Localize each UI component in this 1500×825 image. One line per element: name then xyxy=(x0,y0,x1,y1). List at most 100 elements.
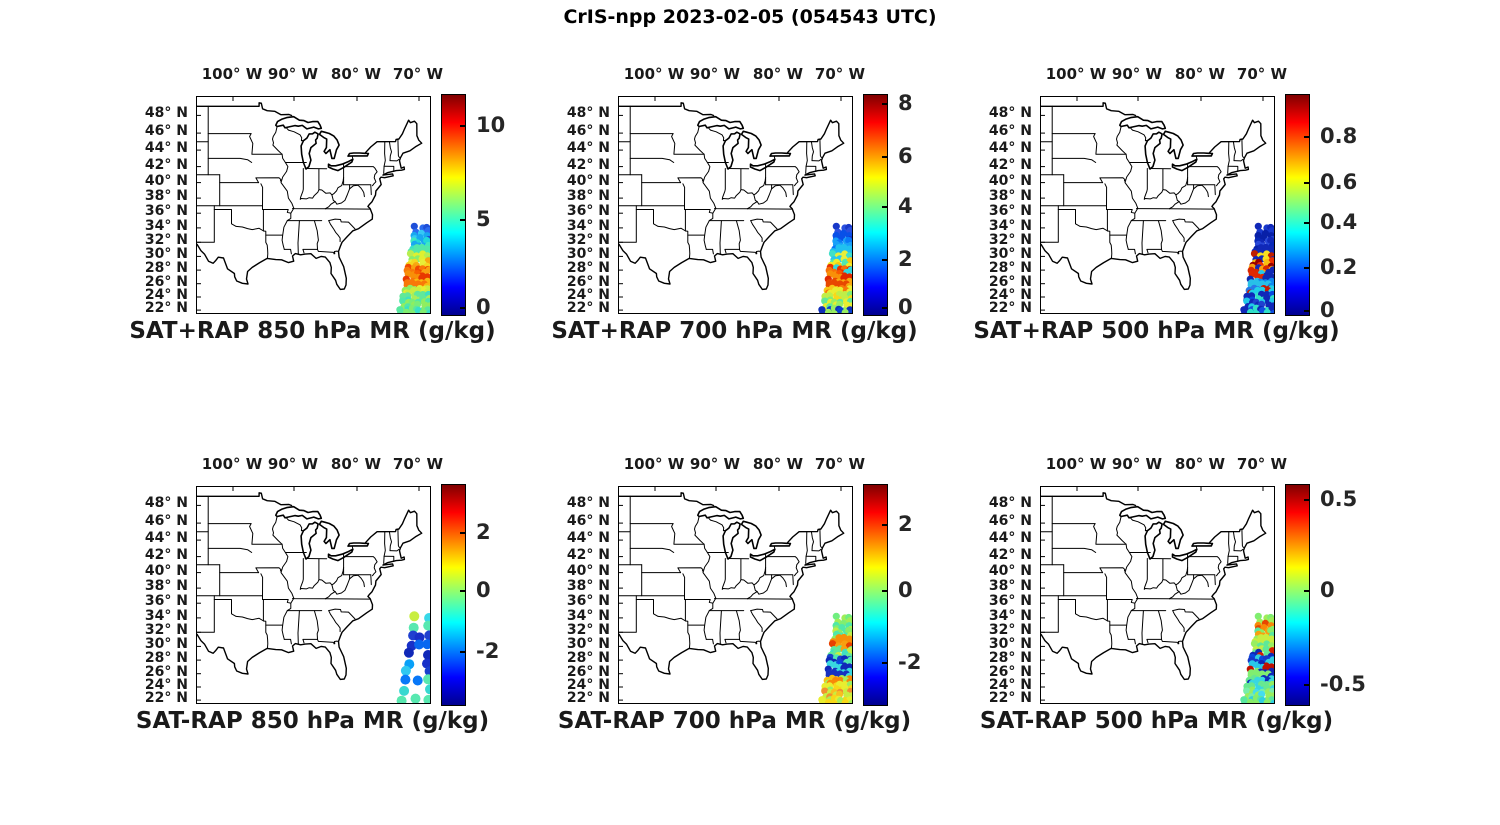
swath-data-point xyxy=(423,694,430,703)
map-area xyxy=(618,96,853,314)
swath-data-point xyxy=(400,665,411,676)
lat-tick-label: 28° N xyxy=(566,260,610,277)
panel-title: SAT-RAP 500 hPa MR (g/kg) xyxy=(979,708,1334,734)
lat-tick-label: 32° N xyxy=(988,622,1032,639)
swath-data-point xyxy=(1243,297,1251,305)
lat-tick-label: 22° N xyxy=(144,690,188,707)
swath-data-point xyxy=(841,308,849,313)
colorbar-tick-label: 0 xyxy=(898,577,913,602)
colorbar-tick-mark xyxy=(1304,499,1309,502)
lat-tick-label: 30° N xyxy=(566,246,610,263)
colorbar-tick-label: 0.2 xyxy=(1320,254,1358,279)
colorbar-gradient xyxy=(864,95,887,315)
colorbar-tick-label: 0.6 xyxy=(1320,170,1358,194)
lat-tick-label: 34° N xyxy=(988,217,1032,234)
map-area xyxy=(1040,96,1275,314)
lat-tick-label: 48° N xyxy=(988,495,1032,512)
colorbar-tick-label: 6 xyxy=(898,143,913,168)
swath-data-point xyxy=(821,297,829,305)
colorbar-tick-label: 2 xyxy=(476,520,491,545)
lat-tick-label: 30° N xyxy=(988,636,1032,653)
swath-data-point xyxy=(426,309,430,313)
colorbar-tick-mark xyxy=(882,102,887,105)
lon-tick-label: 100° W xyxy=(1045,65,1107,83)
swath-data-point xyxy=(403,647,414,658)
lat-tick-label: 34° N xyxy=(566,607,610,624)
lon-tick-label: 100° W xyxy=(201,455,263,473)
colorbar-tick-mark xyxy=(882,523,887,526)
lat-tick-label: 46° N xyxy=(988,513,1032,530)
lon-tick-label: 80° W xyxy=(752,65,804,83)
swath-data-point xyxy=(424,630,430,641)
lat-tick-label: 48° N xyxy=(144,495,188,512)
lat-tick-label: 40° N xyxy=(144,172,188,189)
lon-tick-label: 90° W xyxy=(267,455,319,473)
lat-tick-label: 48° N xyxy=(144,105,188,122)
map-area xyxy=(1040,486,1275,704)
colorbar-tick-label: 0 xyxy=(476,295,491,320)
swath-data-point xyxy=(1243,687,1251,695)
swath-data-point xyxy=(423,650,430,660)
swath-data-point xyxy=(425,684,430,695)
us-state-outlines-map xyxy=(619,97,852,313)
lat-tick-label: 46° N xyxy=(144,513,188,530)
colorbar-tick-mark xyxy=(1304,684,1309,687)
lat-tick-label: 46° N xyxy=(566,513,610,530)
swath-data-point xyxy=(414,632,425,643)
lat-tick-label: 34° N xyxy=(988,607,1032,624)
lon-tick-label: 90° W xyxy=(1111,65,1163,83)
lat-tick-label: 30° N xyxy=(988,246,1032,263)
lat-tick-label: 22° N xyxy=(988,300,1032,317)
lat-tick-label: 48° N xyxy=(988,105,1032,122)
us-state-outlines-map xyxy=(197,97,430,313)
swath-data-point xyxy=(409,611,420,622)
colorbar-tick-label: 0 xyxy=(1320,297,1335,322)
lon-tick-label: 70° W xyxy=(392,65,444,83)
swath-data-point xyxy=(824,308,833,313)
map-area xyxy=(196,486,431,704)
lon-tick-label: 90° W xyxy=(1111,455,1163,473)
swath-data-point xyxy=(821,687,829,695)
lat-tick-label: 46° N xyxy=(988,123,1032,140)
swath-data-point xyxy=(848,309,852,313)
lat-tick-label: 44° N xyxy=(566,140,610,157)
lat-tick-label: 40° N xyxy=(144,562,188,579)
lat-tick-label: 40° N xyxy=(988,172,1032,189)
swath-data-point xyxy=(1269,656,1274,664)
lat-tick-label: 38° N xyxy=(566,188,610,205)
colorbar-tick-mark xyxy=(460,219,465,222)
swath-data-point xyxy=(830,700,838,703)
swath-data-point xyxy=(399,685,410,696)
lon-tick-label: 70° W xyxy=(814,455,866,473)
lat-tick-label: 28° N xyxy=(144,260,188,277)
lat-tick-label: 24° N xyxy=(144,286,188,303)
swath-data-point xyxy=(423,620,430,631)
lat-tick-label: 44° N xyxy=(988,140,1032,157)
lat-tick-label: 38° N xyxy=(144,578,188,595)
lat-tick-label: 30° N xyxy=(566,636,610,653)
lat-tick-label: 32° N xyxy=(144,232,188,249)
swath-data-point xyxy=(410,693,421,703)
colorbar-tick-label: -2 xyxy=(898,650,922,675)
colorbar-tick-mark xyxy=(1304,309,1309,312)
lat-tick-label: 46° N xyxy=(144,123,188,140)
swath-data-point xyxy=(832,222,840,230)
colorbar xyxy=(441,484,466,706)
lat-tick-label: 36° N xyxy=(566,593,610,610)
swath-data-point xyxy=(841,698,849,703)
lat-tick-label: 36° N xyxy=(144,203,188,220)
swath-data-point xyxy=(410,222,418,230)
swath-data-point xyxy=(414,639,425,650)
lat-tick-label: 40° N xyxy=(566,562,610,579)
lon-tick-label: 100° W xyxy=(623,65,685,83)
swath-data-point xyxy=(406,250,415,258)
lat-tick-label: 42° N xyxy=(566,156,610,173)
lat-tick-label: 30° N xyxy=(144,636,188,653)
swath-data-point xyxy=(402,308,411,313)
map-area xyxy=(196,96,431,314)
swath-data-point xyxy=(1269,266,1274,274)
lat-tick-label: 34° N xyxy=(566,217,610,234)
colorbar-tick-label: 0 xyxy=(476,577,491,602)
main-title: CrIS-npp 2023-02-05 (054543 UTC) xyxy=(563,6,937,28)
